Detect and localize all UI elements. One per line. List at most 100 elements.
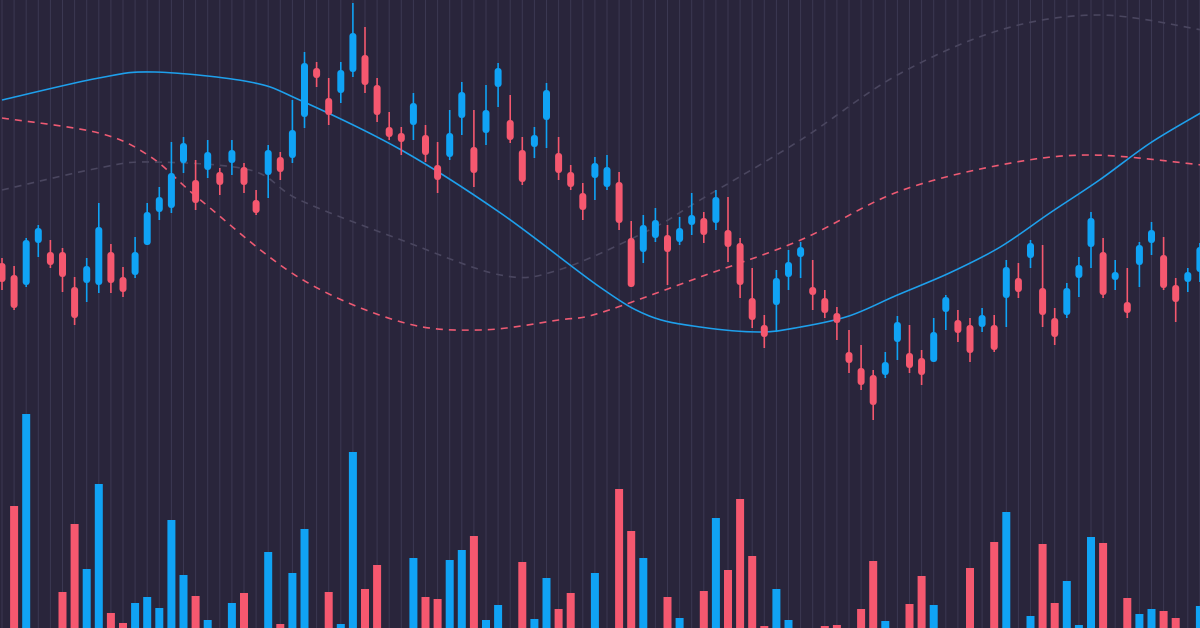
candle-body [1123,302,1131,313]
volume-bar [1099,543,1108,628]
candle-up [167,142,175,213]
candle-down [736,238,744,298]
candle-body [651,220,659,238]
candle-up [95,203,103,293]
volume-bar [240,593,248,628]
volume-bar [361,589,369,628]
volume-bar [736,499,745,628]
candle-down [313,62,321,87]
candle-body [216,172,224,185]
candle-body [446,133,454,157]
candle-down [918,350,926,385]
candle-down [1172,278,1180,322]
volume-bar [869,561,878,628]
volume-bar [966,568,974,628]
volume-bar [276,624,285,628]
candle-down [555,137,563,180]
candle-up [893,316,901,360]
candle-up [482,85,490,145]
candle-body [724,230,732,247]
candle-body [833,313,841,323]
candle-down [627,221,635,287]
volume-bar [639,558,648,628]
volume-bar [421,597,430,628]
volume-bars [10,414,1200,628]
candle-body [530,135,538,147]
volume-bar [905,604,914,628]
volume-bar [445,560,454,628]
candle-down [119,267,127,297]
candle-up [301,52,308,128]
candle-up [22,238,30,287]
volume-bar [482,620,490,628]
candle-up [530,127,538,158]
candle-body [1075,265,1083,278]
candle-body [591,163,599,178]
candle-body [192,180,200,203]
volume-bar [106,613,115,628]
volume-bar [10,506,19,628]
candle-up [978,308,986,332]
candle-body [869,375,877,405]
candle-up [772,270,780,332]
candle-up [1063,283,1071,318]
volume-bar [203,620,212,628]
candle-body [95,227,103,285]
candle-body [240,167,248,185]
volume-bar [119,623,127,628]
candle-body [797,247,805,257]
candle-body [736,243,744,285]
candle-down [664,225,671,285]
volume-bar [227,603,236,628]
candle-body [772,278,780,305]
volume-bar [179,575,188,628]
candle-up [1075,257,1083,297]
candle-up [204,140,212,178]
candle-body [579,193,587,210]
candle-body [0,263,6,282]
candle-body [555,153,563,173]
candle-body [494,68,502,87]
moving-average-lines [1,14,1200,333]
candle-down [857,345,865,390]
volume-bar [373,565,382,628]
candle-up [458,82,466,135]
candle-body [845,352,853,363]
candle-down [0,258,6,290]
candle-body [385,127,393,137]
candle-body [1027,243,1034,258]
candle-body [119,277,127,292]
candle-body [1002,267,1010,298]
candle-down [10,266,18,310]
candle-down [59,248,66,292]
candle-up [446,110,454,160]
volume-bar [1171,618,1180,628]
candle-body [1099,252,1107,295]
volume-bar [724,570,732,628]
volume-bar [748,556,757,628]
candle-body [1184,272,1192,282]
candle-body [167,173,175,208]
volume-bar [167,520,176,628]
volume-bar [990,542,999,628]
candle-body [918,358,926,375]
volume-bar [590,573,599,628]
candle-body [59,252,66,277]
volume-bar [288,573,297,628]
candle-down [615,172,623,230]
candle-body [482,110,490,133]
volume-bar [494,605,503,628]
volume-bar [929,605,938,628]
candle-down [506,95,514,143]
volume-bar [518,562,527,628]
candle-down [869,370,877,420]
candle-body [301,63,308,117]
volume-bar [1123,598,1132,628]
candle-body [422,135,429,155]
volume-bar [22,414,31,628]
candle-body [1087,218,1095,247]
volume-bar [699,591,708,628]
candle-up [603,155,611,190]
volume-bar [1050,603,1059,628]
